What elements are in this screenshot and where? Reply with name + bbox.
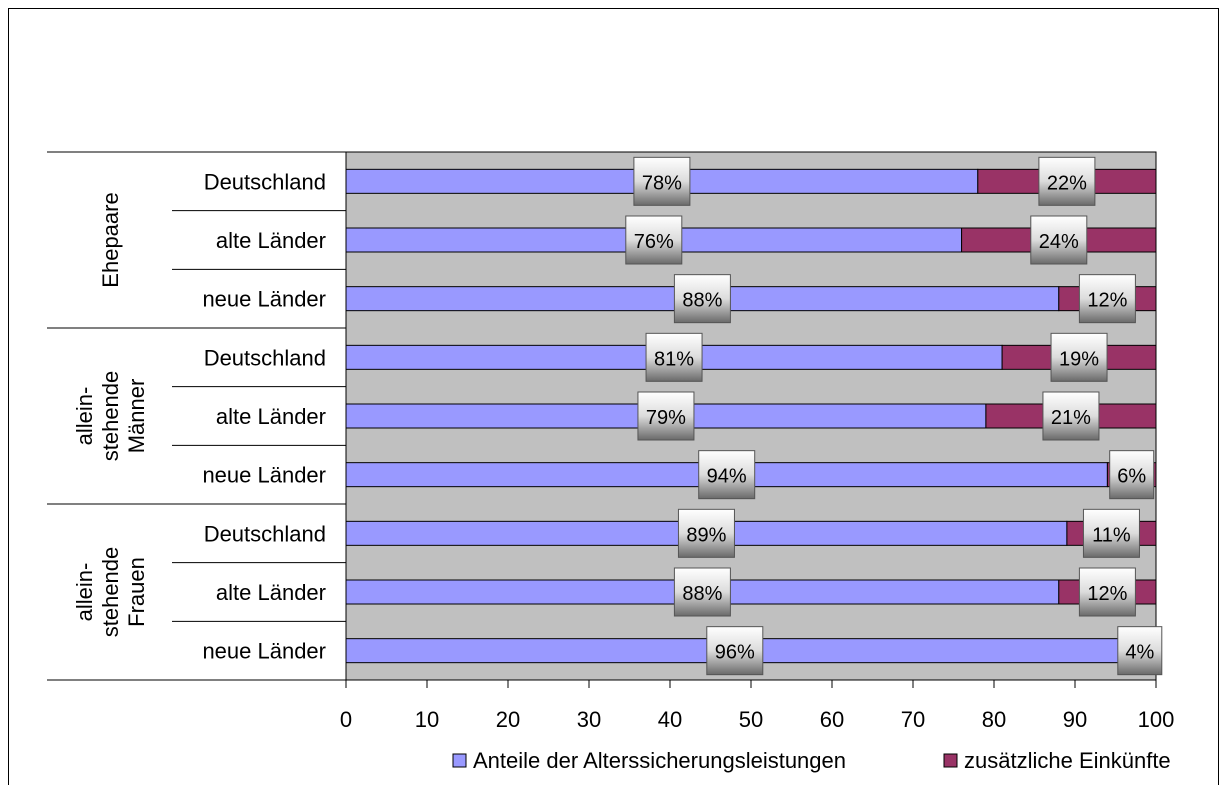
data-label: 88% xyxy=(682,290,722,312)
x-tick-label: 0 xyxy=(340,707,352,732)
data-label: 19% xyxy=(1059,348,1099,370)
data-label-box xyxy=(625,215,683,265)
group-label-line: Männer xyxy=(124,379,149,454)
data-label: 94% xyxy=(707,466,747,488)
data-label-box xyxy=(645,332,703,382)
category-label: neue Länder xyxy=(202,639,326,664)
category-label: neue Länder xyxy=(202,463,326,488)
x-tick-label: 90 xyxy=(1063,707,1087,732)
data-label: 79% xyxy=(646,407,686,429)
data-label-box xyxy=(1078,567,1136,617)
data-label-box xyxy=(698,450,756,500)
data-label-box xyxy=(706,626,764,676)
category-label: Deutschland xyxy=(204,169,326,194)
data-label: 4% xyxy=(1125,642,1154,664)
group-label-line: stehende xyxy=(98,371,123,462)
category-label: Deutschland xyxy=(204,345,326,370)
data-label-box xyxy=(1050,332,1108,382)
x-tick-label: 80 xyxy=(982,707,1006,732)
data-label-box xyxy=(673,274,731,324)
data-label: 89% xyxy=(686,524,726,546)
data-label: 78% xyxy=(642,172,682,194)
data-label: 96% xyxy=(715,642,755,664)
legend-swatch xyxy=(452,753,467,768)
data-label: 76% xyxy=(634,231,674,253)
data-label: 24% xyxy=(1039,231,1079,253)
data-label-box xyxy=(1117,626,1163,676)
group-label-line: allein- xyxy=(72,563,97,622)
group-label-line: stehende xyxy=(98,547,123,638)
x-tick-label: 20 xyxy=(496,707,520,732)
group-label-line: Ehepaare xyxy=(98,192,123,287)
legend-swatch xyxy=(943,753,958,768)
data-label-box xyxy=(1082,508,1140,558)
data-label: 11% xyxy=(1092,524,1131,546)
data-label-box xyxy=(1078,274,1136,324)
data-label-box xyxy=(1038,156,1096,206)
category-label: alte Länder xyxy=(216,580,326,605)
data-label: 81% xyxy=(654,348,694,370)
group-label: Ehepaare xyxy=(98,192,123,287)
data-label-box xyxy=(1042,391,1100,441)
legend-label: zusätzliche Einkünfte xyxy=(964,748,1171,773)
legend-label: Anteile der Alterssicherungsleistungen xyxy=(473,748,846,773)
x-tick-label: 10 xyxy=(415,707,439,732)
category-label: alte Länder xyxy=(216,228,326,253)
x-tick-label: 60 xyxy=(820,707,844,732)
chart-frame xyxy=(8,8,1219,790)
data-label: 88% xyxy=(682,583,722,605)
data-label-box xyxy=(677,508,735,558)
data-label: 12% xyxy=(1087,583,1127,605)
group-label: allein-stehendeMänner xyxy=(72,371,149,462)
category-label: Deutschland xyxy=(204,521,326,546)
x-tick-label: 50 xyxy=(739,707,763,732)
x-tick-label: 30 xyxy=(577,707,601,732)
data-label-box xyxy=(1030,215,1088,265)
data-label: 12% xyxy=(1087,290,1127,312)
category-label: alte Länder xyxy=(216,404,326,429)
group-label: allein-stehendeFrauen xyxy=(72,547,149,638)
data-label-box xyxy=(673,567,731,617)
x-tick-label: 70 xyxy=(901,707,925,732)
data-label: 21% xyxy=(1051,407,1091,429)
data-label: 22% xyxy=(1047,172,1087,194)
data-label: 6% xyxy=(1117,466,1146,488)
data-label-box xyxy=(637,391,695,441)
category-label: neue Länder xyxy=(202,287,326,312)
group-label-line: Frauen xyxy=(124,557,149,627)
data-label-box xyxy=(633,156,691,206)
x-tick-label: 100 xyxy=(1138,707,1175,732)
x-tick-label: 40 xyxy=(658,707,682,732)
data-label-box xyxy=(1109,450,1155,500)
group-label-line: allein- xyxy=(72,387,97,446)
